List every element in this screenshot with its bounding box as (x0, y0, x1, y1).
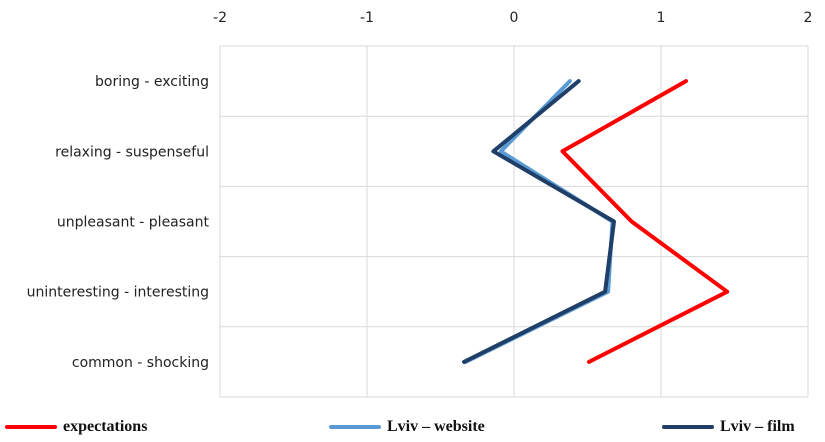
legend-item-lviv-film: Lviv – film (662, 418, 795, 436)
x-tick-label: 0 (510, 10, 519, 26)
series-line-1 (463, 79, 615, 364)
category-label: uninteresting - interesting (27, 285, 209, 301)
line-chart: -2 -1 0 1 2 boring - exciting relaxing - susp… (27, 10, 812, 398)
legend-label-lviv-website: Lviv – website (387, 418, 485, 435)
x-axis-ticks: -2 -1 0 1 2 (213, 10, 812, 26)
x-tick-label: 1 (657, 10, 666, 26)
legend-label-expectations: expectations (63, 418, 148, 435)
x-tick-label: -1 (360, 10, 374, 26)
category-label: unpleasant - pleasant (57, 215, 210, 231)
legend-swatch-lviv-website (329, 425, 381, 429)
category-label: common - shocking (72, 355, 209, 371)
grid (219, 45, 809, 398)
series-line-2 (462, 79, 616, 364)
series-lines (462, 79, 730, 364)
legend-item-lviv-website: Lviv – website (329, 418, 485, 436)
x-tick-label: 2 (804, 10, 813, 26)
category-label: relaxing - suspenseful (55, 144, 209, 160)
x-tick-label: -2 (213, 10, 227, 26)
legend-item-expectations: expectations (5, 418, 147, 436)
y-axis-ticks: boring - exciting relaxing - suspenseful u… (27, 74, 210, 371)
legend-label-lviv-film: Lviv – film (720, 418, 795, 435)
legend-swatch-lviv-film (662, 425, 714, 429)
legend-swatch-expectations (5, 425, 57, 429)
legend: expectations Lviv – website Lviv – film (0, 418, 825, 442)
series-line-0 (560, 79, 730, 364)
category-label: boring - exciting (95, 74, 209, 90)
